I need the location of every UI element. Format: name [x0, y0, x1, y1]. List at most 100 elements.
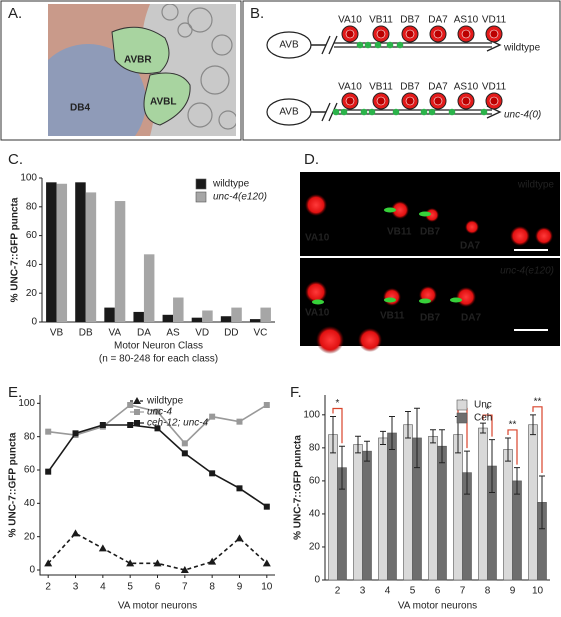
nucleus	[376, 29, 386, 39]
marker	[45, 428, 52, 435]
y-tick-label: 40	[24, 498, 36, 509]
error-bar	[489, 439, 495, 493]
y-tick-label: 40	[26, 259, 38, 270]
y-tick-label: 20	[24, 531, 36, 542]
gfp-puncta	[450, 297, 462, 303]
y-axis-title: % UNC-7::GFP puncta	[293, 435, 304, 540]
neuron-label: DB7	[400, 15, 420, 26]
marker	[98, 544, 107, 552]
gfp-puncta	[419, 211, 431, 217]
x-tick-label: 7	[460, 586, 466, 597]
nucleus	[345, 96, 355, 106]
x-tick-label: VB	[50, 328, 64, 339]
error-bar	[380, 430, 386, 446]
cell-label: AVB	[279, 40, 299, 51]
synapse	[386, 41, 394, 49]
y-tick-label: 60	[24, 465, 36, 476]
bar	[387, 432, 397, 581]
marker	[262, 559, 271, 567]
synapse	[332, 108, 340, 116]
genotype: unc-4(0)	[504, 110, 541, 121]
fluorescent-cell	[383, 288, 401, 306]
marker	[263, 402, 270, 408]
x-tick-label: VD	[195, 328, 209, 339]
error-bar	[405, 411, 411, 439]
x-tick-label: 3	[360, 586, 366, 597]
x-tick-label: DB	[79, 328, 93, 339]
genotype: wildtype	[503, 43, 541, 54]
x-tick-label: VA	[109, 328, 122, 339]
y-tick-label: 100	[18, 398, 35, 409]
marker	[180, 566, 189, 573]
marker	[71, 529, 80, 537]
neuron-label: VD11	[482, 15, 507, 26]
synapse	[420, 108, 428, 116]
x-tick-label: 4	[100, 582, 106, 593]
synapse	[356, 41, 364, 49]
neuron-label: VA10	[305, 308, 330, 319]
neuron-label: VA10	[305, 233, 330, 244]
legend-label: ceh-12; unc-4	[147, 418, 209, 429]
panel-label: D.	[304, 151, 319, 168]
y-tick-label: 80	[309, 442, 321, 453]
bar	[528, 424, 538, 581]
bar	[162, 314, 174, 322]
fluorescent-cell	[456, 287, 476, 307]
synapse	[340, 108, 348, 116]
x-axis-title: Motor Neuron Class	[114, 341, 203, 352]
x-tick-label: 4	[385, 586, 391, 597]
neuron-label: DA7	[428, 82, 448, 93]
legend-label: wildtype	[146, 396, 184, 407]
marker	[263, 503, 270, 510]
marker	[72, 430, 79, 437]
gfp-puncta	[419, 298, 431, 304]
synapse	[428, 108, 436, 116]
error-bar	[530, 414, 536, 436]
synapse	[396, 41, 404, 49]
nucleus	[489, 96, 499, 106]
bar	[428, 435, 438, 581]
panel-label: C.	[8, 151, 23, 168]
neuron-label: DB7	[420, 227, 440, 238]
fluorescent-cell	[535, 227, 553, 245]
nucleus	[433, 29, 443, 39]
series-line	[47, 424, 268, 508]
x-tick-label: 9	[510, 586, 516, 597]
marker	[209, 470, 216, 477]
bar	[249, 319, 261, 322]
neuron-label: DA7	[428, 15, 448, 26]
neuron-label: VB11	[369, 15, 393, 26]
bar	[46, 182, 57, 322]
legend-label: Unc	[474, 400, 492, 411]
series-line	[47, 532, 268, 571]
cell-label: DB4	[70, 103, 90, 114]
note: (n = 80-248 for each class)	[99, 354, 218, 365]
fluorescent-cell	[316, 326, 344, 354]
error-bar	[330, 415, 336, 454]
neuron-label: DA7	[461, 313, 481, 324]
y-axis-title: % UNC-7::GFP puncta	[8, 432, 19, 537]
y-tick-label: 80	[24, 431, 36, 442]
panel-label: B.	[250, 5, 264, 22]
neuron-label: AS10	[454, 15, 479, 26]
synapse	[448, 108, 456, 116]
nucleus	[345, 29, 355, 39]
y-tick-label: 20	[309, 542, 321, 553]
legend-label: unc-4	[147, 407, 172, 418]
axes	[39, 395, 275, 576]
bar	[478, 427, 488, 581]
bar	[143, 254, 155, 322]
cell-label: AVB	[279, 107, 299, 118]
neuron-label: DB7	[400, 82, 420, 93]
bar	[56, 183, 68, 322]
x-tick-label: 8	[485, 586, 491, 597]
panel-label: A.	[8, 5, 22, 22]
legend-label: wildtype	[212, 179, 250, 190]
micrograph	[48, 4, 236, 136]
legend-label: unc-4(e120)	[213, 192, 267, 203]
fluorescent-cell	[391, 201, 409, 219]
bar	[437, 445, 447, 581]
fluorescent-cell	[510, 226, 530, 246]
marker	[236, 485, 243, 492]
